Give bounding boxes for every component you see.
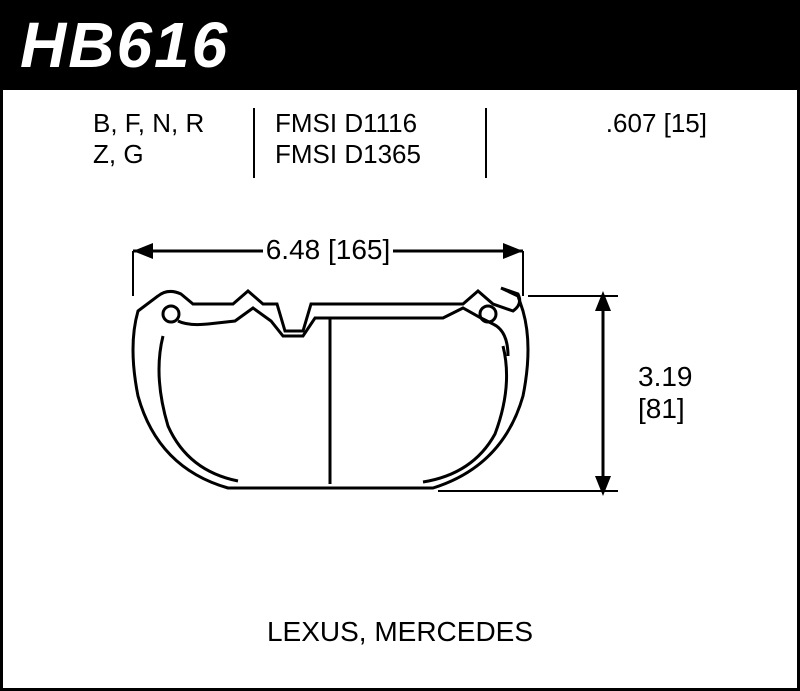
thickness-column: .607 [15]: [487, 108, 747, 178]
thickness-value: .607 [15]: [507, 108, 707, 139]
compounds-line2: Z, G: [93, 139, 233, 170]
width-dimension: 6.48 [165]: [133, 231, 523, 296]
height-label-1: 3.19: [638, 361, 693, 392]
height-label-2: [81]: [638, 393, 685, 424]
width-label: 6.48 [165]: [266, 234, 391, 265]
brake-pad-outline: [133, 288, 528, 488]
vehicle-makes: LEXUS, MERCEDES: [3, 616, 797, 668]
brake-pad-diagram: 6.48 [165]: [3, 196, 800, 616]
fmsi-line1: FMSI D1116: [275, 108, 465, 139]
compounds-line1: B, F, N, R: [93, 108, 233, 139]
diagram-area: 6.48 [165]: [3, 196, 797, 616]
content-frame: B, F, N, R Z, G FMSI D1116 FMSI D1365 .6…: [0, 90, 800, 691]
compounds-column: B, F, N, R Z, G: [73, 108, 253, 178]
spec-row: B, F, N, R Z, G FMSI D1116 FMSI D1365 .6…: [3, 90, 797, 196]
fmsi-line2: FMSI D1365: [275, 139, 465, 170]
part-number: HB616: [20, 8, 229, 82]
fmsi-column: FMSI D1116 FMSI D1365: [255, 108, 485, 178]
header-bar: HB616: [0, 0, 800, 90]
